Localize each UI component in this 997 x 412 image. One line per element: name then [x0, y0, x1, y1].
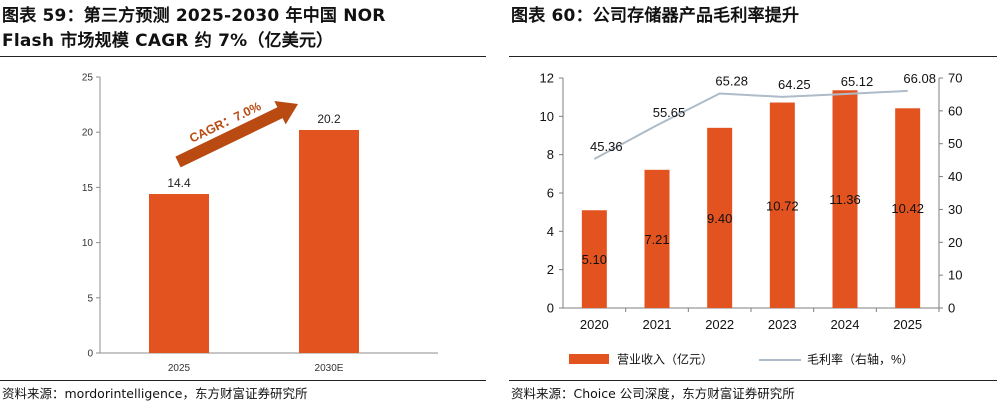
revenue-data-label: 7.21 [644, 232, 669, 247]
y-tick-label: 15 [82, 183, 94, 194]
revenue-bar [707, 127, 733, 308]
right-bottom-rule [509, 380, 997, 381]
gross-margin-data-label: 66.08 [903, 71, 936, 86]
right-y-tick-label: 0 [948, 301, 955, 316]
revenue-data-label: 10.42 [891, 201, 924, 216]
left-figure-title: 图表 59：第三方预测 2025-2030 年中国 NOR Flash 市场规模… [2, 4, 386, 54]
revenue-bar [895, 108, 921, 309]
left-title-rule [0, 56, 486, 57]
left-title-line-2: Flash 市场规模 CAGR 约 7%（亿美元） [2, 31, 334, 51]
revenue-data-label: 11.36 [829, 192, 861, 207]
y-tick-label: 25 [82, 73, 94, 84]
bar [149, 194, 209, 353]
gross-margin-data-label: 45.36 [590, 139, 623, 154]
revenue-bar [581, 210, 607, 308]
left-y-tick-label: 6 [547, 186, 554, 201]
y-tick-label: 0 [87, 349, 93, 360]
right-y-tick-label: 50 [948, 136, 962, 151]
revenue-data-label: 5.10 [582, 252, 607, 267]
left-y-tick-label: 0 [547, 301, 554, 316]
left-y-tick-label: 8 [547, 147, 554, 162]
x-tick-label: 2022 [705, 317, 734, 332]
right-y-tick-label: 10 [948, 268, 962, 283]
x-tick-label: 2023 [768, 317, 797, 332]
left-y-tick-label: 10 [540, 109, 554, 124]
revenue-data-label: 9.40 [707, 211, 732, 226]
left-y-tick-label: 4 [547, 224, 554, 239]
left-y-tick-label: 12 [540, 71, 554, 86]
gross-margin-data-label: 64.25 [778, 77, 811, 92]
bar-data-label: 20.2 [317, 112, 341, 126]
left-figure-panel: 图表 59：第三方预测 2025-2030 年中国 NOR Flash 市场规模… [0, 0, 486, 412]
right-y-tick-label: 60 [948, 103, 962, 118]
right-title-rule [509, 56, 997, 57]
left-source-note: 资料来源：mordorintelligence，东方财富证券研究所 [2, 386, 308, 401]
revenue-bar [832, 90, 858, 308]
x-tick-label: 2020 [580, 317, 609, 332]
y-tick-label: 10 [82, 238, 94, 249]
x-tick-label: 2025 [893, 317, 922, 332]
x-tick-label: 2030E [315, 363, 344, 374]
legend-label-margin: 毛利率（右轴，%） [807, 352, 914, 367]
right-y-tick-label: 70 [948, 71, 962, 86]
right-chart: 0 2 4 6 8 10 12 0 10 20 30 40 50 60 70 5.10 2020 7.21 2021… [540, 71, 963, 367]
cagr-arrow [175, 101, 298, 168]
right-source-note: 资料来源：Choice 公司深度，东方财富证券研究所 [511, 386, 795, 401]
y-tick-label: 20 [82, 128, 94, 139]
y-tick-label: 5 [87, 293, 93, 304]
x-tick-label: 2025 [168, 363, 191, 374]
right-y-tick-label: 20 [948, 235, 962, 250]
gross-margin-line [593, 89, 908, 160]
x-tick-label: 2021 [643, 317, 672, 332]
revenue-bar [644, 169, 670, 308]
revenue-data-label: 10.72 [766, 198, 799, 213]
revenue-bar [769, 102, 795, 309]
left-title-line-1: 图表 59：第三方预测 2025-2030 年中国 NOR [2, 6, 386, 26]
gross-margin-data-label: 65.12 [841, 74, 874, 89]
right-figure-panel: 图表 60：公司存储器产品毛利率提升 0 2 4 6 8 10 12 0 10 20 30 40 50 6… [509, 0, 997, 412]
bar-data-label: 14.4 [167, 176, 191, 190]
gross-margin-data-label: 65.28 [715, 74, 748, 89]
right-y-tick-label: 40 [948, 169, 962, 184]
left-y-tick-label: 2 [547, 262, 554, 277]
right-figure-title: 图表 60：公司存储器产品毛利率提升 [511, 4, 799, 29]
legend-label-revenue: 营业收入（亿元） [617, 352, 713, 367]
x-tick-label: 2024 [831, 317, 860, 332]
right-y-tick-label: 30 [948, 202, 962, 217]
left-bottom-rule [0, 380, 486, 381]
legend-swatch-revenue [569, 354, 609, 364]
gross-margin-data-label: 55.65 [653, 105, 686, 120]
bar [299, 129, 359, 353]
right-title-line-1: 图表 60：公司存储器产品毛利率提升 [511, 6, 800, 26]
